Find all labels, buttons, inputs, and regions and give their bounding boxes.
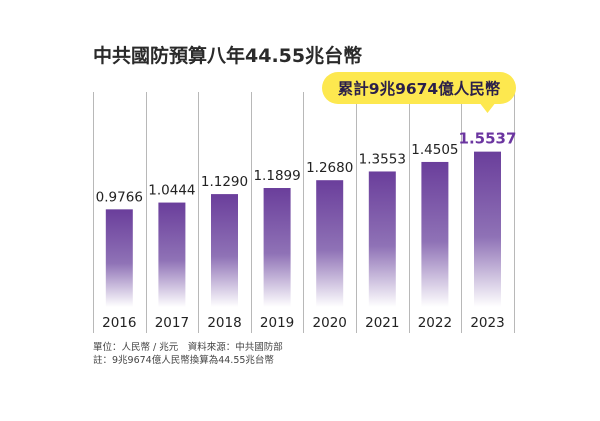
category-label-2023: 2023 xyxy=(470,315,504,331)
bar-2018 xyxy=(211,194,238,307)
value-label-2017: 1.0444 xyxy=(148,183,195,199)
bar-2020 xyxy=(316,180,344,307)
value-label-2020: 1.2680 xyxy=(306,160,353,176)
chart-notes: 單位：人民幣 / 兆元 資料來源：中共國防部 註：9兆9674億人民幣換算為44… xyxy=(93,341,283,367)
category-label-2022: 2022 xyxy=(418,315,452,331)
conversion-note: 註：9兆9674億人民幣換算為44.55兆台幣 xyxy=(93,355,274,366)
value-label-2019: 1.1899 xyxy=(253,168,300,184)
value-label-2016: 0.9766 xyxy=(96,189,143,205)
value-label-2022: 1.4505 xyxy=(411,142,458,158)
bar-2019 xyxy=(263,188,291,307)
value-label-2023: 1.5537 xyxy=(459,130,517,148)
unit-source-note: 單位：人民幣 / 兆元 資料來源：中共國防部 xyxy=(93,342,283,353)
category-label-2017: 2017 xyxy=(155,315,189,331)
category-label-2018: 2018 xyxy=(207,315,241,331)
category-label-2019: 2019 xyxy=(260,315,294,331)
bar-2021 xyxy=(368,171,396,307)
callout-bubble xyxy=(322,72,516,113)
chart-title: 中共國防預算八年44.55兆台幣 xyxy=(93,45,363,67)
value-label-2021: 1.3553 xyxy=(359,151,406,167)
bar-2022 xyxy=(421,161,449,307)
callout-text: 累計9兆9674億人民幣 xyxy=(338,79,501,98)
category-label-2016: 2016 xyxy=(102,315,136,331)
bar-2017 xyxy=(158,202,186,307)
category-label-2021: 2021 xyxy=(365,315,399,331)
category-label-2020: 2020 xyxy=(313,315,347,331)
bar-2016 xyxy=(105,209,133,307)
value-label-2018: 1.1290 xyxy=(201,174,248,190)
bar-2023 xyxy=(474,151,501,307)
